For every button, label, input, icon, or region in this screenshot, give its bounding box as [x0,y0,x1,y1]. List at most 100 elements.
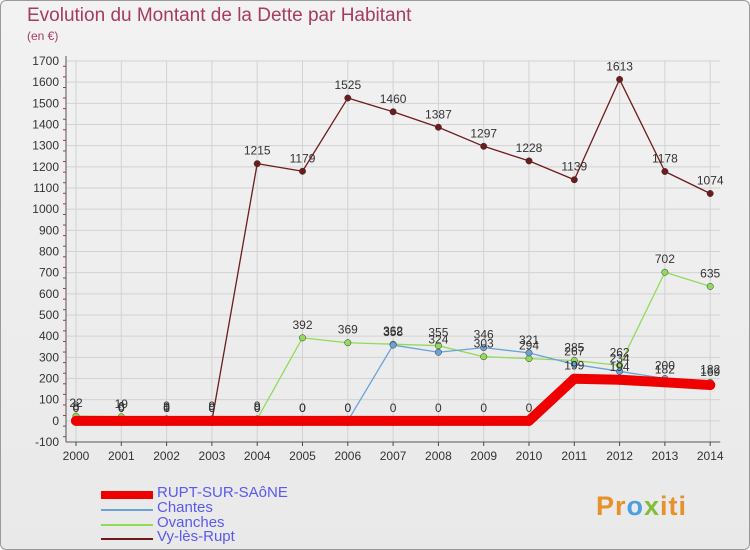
data-point [297,415,308,426]
data-label: 0 [254,401,261,415]
y-tick-label: 1100 [33,181,59,195]
data-label: 200 [655,359,675,373]
data-label: 6 [118,400,125,414]
x-tick-label: 2012 [606,449,633,463]
data-point [206,415,217,426]
y-tick-label: 1700 [32,54,59,68]
data-label: 234 [610,351,630,365]
data-point [525,355,533,363]
data-label: 9 [254,399,261,413]
data-label: 0 [299,401,306,415]
data-label: 1215 [244,144,271,158]
data-label: 0 [299,401,306,415]
data-label: 1 [163,401,170,415]
data-label: 9 [209,399,216,413]
legend-item-chantes: Chantes [101,499,361,516]
data-label: 1387 [425,107,452,121]
data-label: 1179 [290,151,316,165]
legend-label-ovanches: Ovanches [157,514,225,531]
y-tick-label: 1500 [32,96,59,110]
data-label: 199 [564,359,584,373]
data-point [525,157,533,165]
legend-label-rupt: RUPT-SUR-SAôNE [157,484,288,501]
data-point [342,415,353,426]
data-point [616,75,624,83]
data-point [570,176,578,184]
data-label: 0 [480,401,487,415]
x-tick-label: 2001 [108,449,135,463]
data-label: 355 [428,326,448,340]
x-tick-label: 2004 [244,449,271,463]
data-label: 262 [610,345,630,359]
data-point [116,415,127,426]
data-label: 635 [700,266,720,280]
data-label: 267 [564,344,584,358]
data-label: 0 [344,401,351,415]
x-tick-label: 2011 [561,449,587,463]
x-tick-label: 2006 [334,449,361,463]
data-point [480,353,488,361]
legend-label-chantes: Chantes [157,499,213,516]
y-tick-label: 400 [39,329,59,343]
x-tick-label: 2014 [697,449,724,463]
x-tick-label: 2013 [652,449,679,463]
data-point [161,415,172,426]
legend-item-ovanches: Ovanches [101,514,361,531]
data-label: 392 [292,318,312,332]
data-label: 9 [163,399,170,413]
y-tick-label: 200 [39,372,59,386]
y-tick-label: 1000 [32,202,59,216]
x-tick-label: 2010 [516,449,543,463]
data-point [252,415,263,426]
data-label: 182 [700,362,720,376]
data-label: 182 [655,362,675,376]
data-point [434,123,442,131]
data-label: 8 [73,399,80,413]
legend-item-rupt: RUPT-SUR-SAôNE [101,484,361,501]
data-label: 1297 [470,126,497,140]
data-point [706,282,714,290]
legend-swatch-ovanches [101,524,153,526]
x-tick-label: 2002 [153,449,180,463]
data-label: 285 [564,341,584,355]
data-label: 0 [118,401,125,415]
data-label: 1139 [561,160,587,174]
data-label: 0 [73,401,80,415]
data-point [616,367,624,375]
y-tick-label: 500 [39,308,59,322]
data-label: 0 [209,401,216,415]
data-label: 1074 [697,174,724,188]
y-tick-label: 700 [39,266,59,280]
data-point [433,415,444,426]
data-label: 321 [519,333,539,347]
data-point [480,142,488,150]
data-label: 22 [69,396,83,410]
data-point [661,168,669,175]
data-point [705,380,716,391]
data-label: 0 [254,401,261,415]
legend-swatch-rupt [101,491,153,499]
data-point [253,160,261,168]
data-label: 0 [209,401,216,415]
x-tick-label: 2007 [380,449,407,463]
x-tick-label: 2003 [199,449,226,463]
y-tick-label: 1600 [32,75,59,89]
data-point [344,94,352,102]
legend-item-vy: Vy-lès-Rupt [101,528,361,545]
data-point [71,415,81,426]
data-point [480,344,488,352]
data-point [659,377,670,388]
y-tick-label: 800 [39,245,59,259]
data-point [299,167,306,175]
legend-swatch-chantes [101,509,153,511]
data-label: 0 [73,401,80,415]
data-point [434,348,442,356]
data-point [524,415,534,426]
data-label: 0 [209,401,216,415]
data-label: 346 [474,328,494,342]
data-label: 324 [428,332,448,346]
data-label: 0 [163,401,170,415]
y-tick-label: 1200 [32,160,59,174]
data-point [614,374,625,385]
